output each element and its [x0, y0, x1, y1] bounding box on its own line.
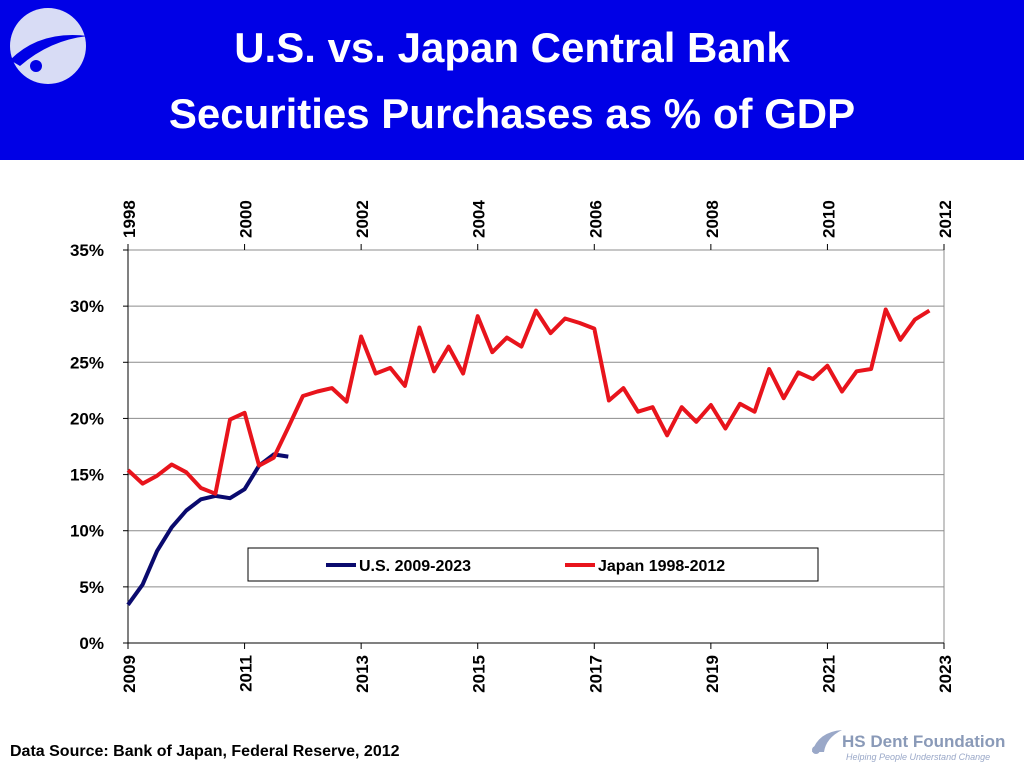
y-tick-label: 25%: [70, 353, 104, 372]
legend-label: Japan 1998-2012: [598, 558, 725, 575]
title-line: Securities Purchases as % of GDP: [169, 90, 855, 137]
x2-tick-label: 2012: [936, 200, 955, 238]
x2-tick-label: 2000: [237, 200, 256, 238]
y-tick-label: 30%: [70, 297, 104, 316]
brand-tagline: Helping People Understand Change: [846, 752, 990, 762]
y-tick-label: 10%: [70, 522, 104, 541]
header-logo: [10, 8, 88, 84]
title-line: U.S. vs. Japan Central Bank: [234, 24, 790, 71]
x2-tick-label: 1998: [120, 200, 139, 238]
y-tick-label: 35%: [70, 241, 104, 260]
header-band: [0, 0, 1024, 160]
y-tick-label: 0%: [79, 634, 104, 653]
x2-tick-label: 2006: [586, 200, 605, 238]
x2-tick-label: 2008: [703, 200, 722, 238]
y-tick-label: 20%: [70, 409, 104, 428]
legend-label: U.S. 2009-2023: [359, 558, 471, 575]
source-note: Data Source: Bank of Japan, Federal Rese…: [10, 743, 400, 760]
plot: 0% 5% 10% 15% 20% 25% 30% 35% 2009 2011 2013 2015 20…: [70, 200, 955, 693]
x-tick-label: 2009: [120, 655, 139, 693]
footer-logo: [812, 730, 842, 754]
x-tick-label: 2019: [703, 655, 722, 693]
x2-tick-label: 2010: [819, 200, 838, 238]
x-tick-label: 2011: [237, 655, 256, 692]
x-tick-label: 2013: [353, 655, 372, 693]
x2-tick-label: 2002: [353, 200, 372, 238]
x-tick-label: 2017: [586, 655, 605, 693]
x-tick-label: 2015: [470, 655, 489, 693]
series-line: [126, 307, 931, 496]
brand-name: HS Dent Foundation: [842, 732, 1005, 751]
y-tick-label: 5%: [79, 578, 104, 597]
y-tick-label: 15%: [70, 466, 104, 485]
x-tick-label: 2021: [819, 655, 838, 693]
x-tick-label: 2023: [936, 655, 955, 693]
x2-tick-label: 2004: [470, 200, 489, 238]
